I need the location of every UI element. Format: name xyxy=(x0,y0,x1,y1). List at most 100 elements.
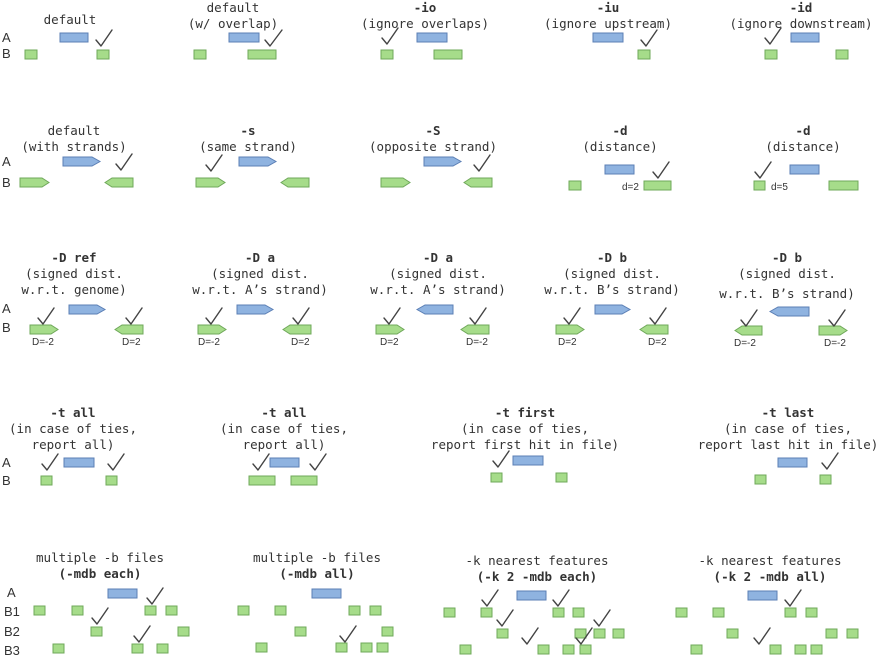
panel-title-line: (signed dist. xyxy=(211,266,309,281)
feature-b2 xyxy=(177,626,190,637)
left-arrow-feature xyxy=(460,324,490,335)
left-arrow-feature xyxy=(639,324,669,335)
feature-b xyxy=(96,49,110,60)
left-arrow-feature xyxy=(282,324,312,335)
right-arrow-feature xyxy=(195,177,226,188)
feature-b xyxy=(555,472,568,483)
panel-title-line: (opposite strand) xyxy=(369,139,497,154)
row-label-a: A xyxy=(2,154,11,169)
panel-title-line: w.r.t. A’s strand) xyxy=(192,282,327,297)
panel-t-first: -t first (in case of ties, report first … xyxy=(431,405,619,483)
feature-a xyxy=(592,32,624,43)
panel-default-overlap: default (w/ overlap) xyxy=(188,0,283,60)
panel-title-line: -t all xyxy=(261,405,306,420)
checkmark-icon xyxy=(264,29,283,47)
distance-label: D=2 xyxy=(122,337,141,348)
feature-b3 xyxy=(156,643,169,654)
panel-title-line: (-mdb each) xyxy=(59,566,142,581)
feature-b xyxy=(193,49,207,60)
panel-D-ref: -D ref (signed dist. w.r.t. genome) A B … xyxy=(2,250,144,348)
feature-b3 xyxy=(769,644,782,655)
row-label-b3: B3 xyxy=(4,643,20,658)
feature-a xyxy=(228,32,260,43)
checkmark-icon xyxy=(95,29,113,47)
feature-b3 xyxy=(131,643,144,654)
feature-a xyxy=(269,457,300,468)
right-arrow-feature xyxy=(236,304,275,315)
panel-title-line: -k nearest features xyxy=(466,553,609,568)
checkmark-icon xyxy=(252,453,270,471)
checkmark-icon xyxy=(828,309,846,327)
checkmark-icon xyxy=(125,307,143,325)
panel-title-line: (ignore overlaps) xyxy=(361,16,489,31)
feature-b1 xyxy=(274,605,287,616)
panel-title-line: (-k 2 -mdb all) xyxy=(714,569,827,584)
panel-title-line: report all) xyxy=(243,437,326,452)
panel-title-line: (in case of ties, xyxy=(9,421,137,436)
feature-b xyxy=(105,475,118,486)
feature-b xyxy=(637,49,651,60)
feature-b xyxy=(24,49,38,60)
panel-mdb-all: multiple -b files (-mdb all) xyxy=(237,550,394,653)
panel-title-line: default xyxy=(207,0,260,15)
right-arrow-feature xyxy=(594,304,632,315)
feature-b1 xyxy=(572,607,585,618)
checkmark-icon xyxy=(784,589,802,607)
panel-title-line: (signed dist. xyxy=(389,266,487,281)
feature-b xyxy=(433,49,463,60)
feature-b3 xyxy=(810,644,823,655)
panel-title-line: default xyxy=(44,12,97,27)
panel-title-line: (in case of ties, xyxy=(724,421,852,436)
panel-title-line: (-k 2 -mdb each) xyxy=(477,569,597,584)
feature-b2 xyxy=(846,628,859,639)
feature-b xyxy=(490,472,503,483)
row-label-b: B xyxy=(2,175,11,190)
checkmark-icon xyxy=(575,627,593,645)
feature-b1 xyxy=(712,607,725,618)
panel-title-line: (with strands) xyxy=(21,139,126,154)
panel-title-line: (in case of ties, xyxy=(220,421,348,436)
left-arrow-feature xyxy=(114,324,144,335)
panel-title-line: report first hit in file) xyxy=(431,437,619,452)
feature-b3 xyxy=(376,642,389,653)
panel-title-line: (signed dist. xyxy=(563,266,661,281)
panel-title-line: (distance) xyxy=(765,139,840,154)
checkmark-icon xyxy=(481,589,499,607)
panel-D-a-2: -D a (signed dist. w.r.t. A’s strand) D=… xyxy=(370,250,505,348)
checkmark-icon xyxy=(764,27,782,45)
feature-a xyxy=(516,590,547,601)
checkmark-icon xyxy=(115,153,133,171)
feature-b2 xyxy=(593,628,606,639)
feature-b2 xyxy=(496,628,509,639)
checkmark-icon xyxy=(37,307,55,325)
distance-label: D=-2 xyxy=(824,338,846,349)
right-arrow-feature xyxy=(68,304,107,315)
panel-io: -io (ignore overlaps) xyxy=(361,0,489,60)
panel-default-strands: default (with strands) A B xyxy=(2,123,134,190)
panel-id: -id (ignore downstream) xyxy=(730,0,873,60)
feature-b1 xyxy=(443,607,456,618)
feature-b xyxy=(828,180,859,191)
panel-title-line: (signed dist. xyxy=(738,266,836,281)
feature-b1 xyxy=(784,607,797,618)
feature-a xyxy=(512,455,544,466)
checkmark-icon xyxy=(339,625,357,643)
distance-label: D=-2 xyxy=(198,337,220,348)
feature-b3 xyxy=(459,644,472,655)
checkmark-icon xyxy=(473,154,491,172)
checkmark-icon xyxy=(383,307,401,325)
feature-b3 xyxy=(537,644,550,655)
panel-title-line: default xyxy=(48,123,101,138)
row-label-b: B xyxy=(2,46,11,61)
feature-a xyxy=(790,32,820,43)
right-arrow-feature xyxy=(238,156,278,167)
checkmark-icon xyxy=(754,161,772,179)
panel-title-line: -D a xyxy=(245,250,275,265)
distance-label: d=2 xyxy=(622,182,639,193)
row-label-b2: B2 xyxy=(4,624,20,639)
panel-title-line: -t all xyxy=(50,405,95,420)
feature-a xyxy=(777,457,808,468)
feature-b xyxy=(248,475,276,486)
row-label-b: B xyxy=(2,473,11,488)
